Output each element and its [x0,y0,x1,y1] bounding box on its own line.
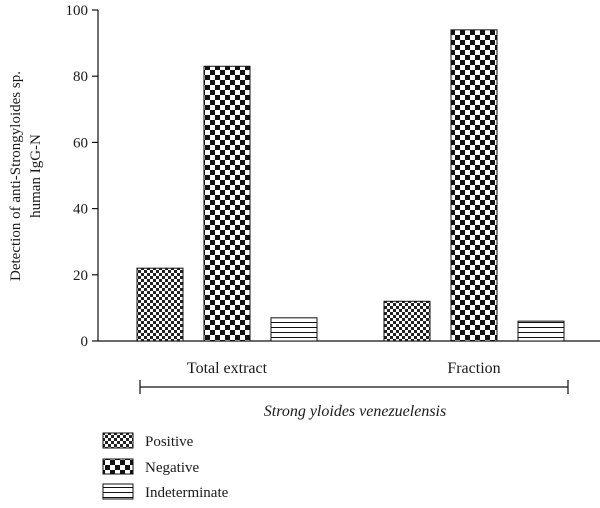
legend-label-indeterminate: Indeterminate [145,485,229,501]
y-axis-ticks: 0 20 40 60 80 100 [66,3,98,350]
bar-positive-total-extract [136,267,184,342]
y-tick-label: 100 [66,3,89,19]
bar-indeterminate-total-extract [270,317,318,342]
y-tick-label: 20 [73,268,88,284]
group-label: Strong yloides venezuelensis [264,403,446,420]
y-tick-label: 60 [73,135,88,151]
bar-negative-total-extract [203,65,251,342]
legend-label-negative: Negative [145,460,199,476]
y-axis-label-line-2: human IgG-N [28,134,44,218]
legend-label-positive: Positive [145,434,194,450]
legend-swatch-negative [102,458,134,475]
category-labels: Total extract Fraction [187,360,501,377]
y-tick-label: 0 [81,334,89,350]
y-tick-label: 80 [73,69,88,85]
group-bracket: Strong yloides venezuelensis [139,380,569,420]
legend: Positive Negative Indeterminate [102,432,229,501]
bar-negative-fraction [450,29,498,342]
bar-indeterminate-fraction [517,320,565,342]
bar-positive-fraction [383,300,431,342]
y-axis-label: Detection of anti-Strongyloides sp. huma… [8,71,44,281]
category-label: Fraction [447,360,500,377]
bars [136,29,565,342]
y-axis-label-line-1: Detection of anti-Strongyloides sp. [8,71,24,281]
legend-swatch-indeterminate [102,483,134,500]
y-tick-label: 40 [73,202,88,218]
legend-swatch-positive [102,432,134,449]
category-label: Total extract [187,360,268,377]
